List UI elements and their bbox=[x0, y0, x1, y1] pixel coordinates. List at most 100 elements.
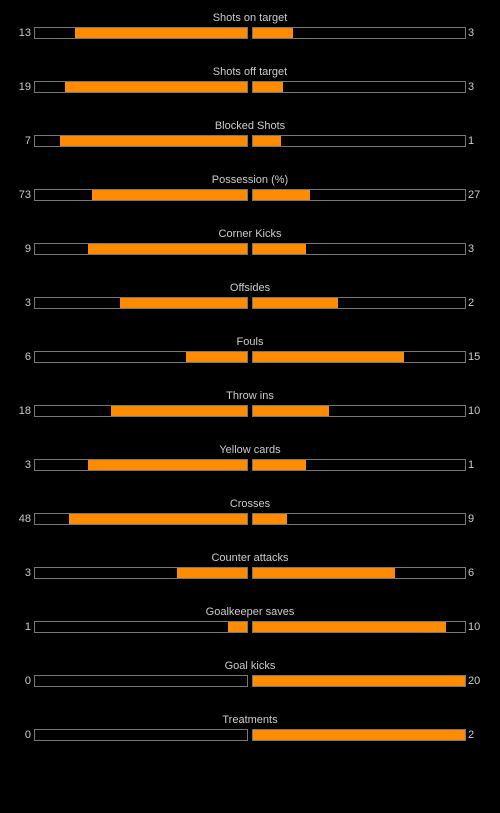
stat-label: Possession (%) bbox=[211, 174, 289, 186]
away-team-value: 27 bbox=[468, 189, 481, 201]
away-team-bar-fill bbox=[253, 352, 404, 362]
away-team-bar bbox=[252, 567, 466, 579]
home-team-value: 6 bbox=[24, 351, 31, 363]
away-team-value: 15 bbox=[468, 351, 481, 363]
home-team-value: 3 bbox=[24, 459, 31, 471]
stat-row: Fouls 6 15 bbox=[0, 335, 500, 389]
away-team-value: 1 bbox=[468, 135, 475, 147]
away-team-value: 10 bbox=[468, 621, 481, 633]
away-team-value: 2 bbox=[468, 297, 475, 309]
match-stats-list: Shots on target 13 3 Shots off target 19… bbox=[0, 11, 500, 767]
away-team-value: 3 bbox=[468, 243, 475, 255]
stat-row: Possession (%) 73 27 bbox=[0, 173, 500, 227]
away-team-bar bbox=[252, 243, 466, 255]
home-team-bar bbox=[34, 81, 248, 93]
stat-label: Fouls bbox=[236, 336, 264, 348]
home-team-bar bbox=[34, 459, 248, 471]
stat-row: Treatments 0 2 bbox=[0, 713, 500, 767]
away-team-value: 2 bbox=[468, 729, 475, 741]
home-team-value: 48 bbox=[18, 513, 31, 525]
stat-row: Offsides 3 2 bbox=[0, 281, 500, 335]
home-team-bar-fill bbox=[64, 82, 247, 92]
stat-row: Blocked Shots 7 1 bbox=[0, 119, 500, 173]
home-team-bar bbox=[34, 621, 248, 633]
home-team-value: 9 bbox=[24, 243, 31, 255]
stat-label: Yellow cards bbox=[219, 444, 281, 456]
home-team-value: 0 bbox=[24, 729, 31, 741]
home-team-bar-fill bbox=[88, 244, 247, 254]
away-team-bar-fill bbox=[253, 676, 465, 686]
home-team-bar bbox=[34, 189, 248, 201]
stat-row: Shots on target 13 3 bbox=[0, 11, 500, 65]
away-team-bar bbox=[252, 675, 466, 687]
away-team-bar-fill bbox=[253, 136, 281, 146]
home-team-bar-fill bbox=[75, 28, 247, 38]
home-team-bar bbox=[34, 135, 248, 147]
stat-label: Goal kicks bbox=[224, 660, 276, 672]
home-team-bar bbox=[34, 243, 248, 255]
away-team-bar bbox=[252, 189, 466, 201]
home-team-bar bbox=[34, 675, 248, 687]
home-team-bar-fill bbox=[177, 568, 247, 578]
away-team-bar-fill bbox=[253, 514, 287, 524]
stat-row: Yellow cards 3 1 bbox=[0, 443, 500, 497]
away-team-bar-fill bbox=[253, 190, 311, 200]
away-team-value: 9 bbox=[468, 513, 475, 525]
away-team-bar bbox=[252, 135, 466, 147]
home-team-bar-fill bbox=[227, 622, 247, 632]
stat-row: Goalkeeper saves 1 10 bbox=[0, 605, 500, 659]
home-team-value: 3 bbox=[24, 567, 31, 579]
away-team-bar bbox=[252, 297, 466, 309]
home-team-bar-fill bbox=[185, 352, 247, 362]
stat-label: Shots off target bbox=[212, 66, 288, 78]
home-team-bar bbox=[34, 297, 248, 309]
home-team-bar-fill bbox=[68, 514, 247, 524]
away-team-bar bbox=[252, 621, 466, 633]
away-team-bar bbox=[252, 459, 466, 471]
away-team-bar-fill bbox=[253, 28, 294, 38]
stat-row: Counter attacks 3 6 bbox=[0, 551, 500, 605]
home-team-bar-fill bbox=[111, 406, 247, 416]
away-team-bar-fill bbox=[253, 82, 283, 92]
stat-label: Throw ins bbox=[226, 390, 274, 402]
away-team-bar bbox=[252, 405, 466, 417]
stat-label: Offsides bbox=[229, 282, 271, 294]
home-team-value: 19 bbox=[18, 81, 31, 93]
away-team-bar-fill bbox=[253, 730, 465, 740]
stat-label: Corner Kicks bbox=[218, 228, 282, 240]
home-team-bar-fill bbox=[92, 190, 247, 200]
home-team-bar bbox=[34, 567, 248, 579]
away-team-bar-fill bbox=[253, 244, 306, 254]
home-team-value: 0 bbox=[24, 675, 31, 687]
away-team-bar bbox=[252, 81, 466, 93]
away-team-bar-fill bbox=[253, 568, 396, 578]
away-team-value: 3 bbox=[468, 81, 475, 93]
stat-row: Throw ins 18 10 bbox=[0, 389, 500, 443]
home-team-bar-fill bbox=[119, 298, 247, 308]
away-team-value: 3 bbox=[468, 27, 475, 39]
stat-label: Treatments bbox=[222, 714, 278, 726]
stat-row: Corner Kicks 9 3 bbox=[0, 227, 500, 281]
stat-label: Counter attacks bbox=[211, 552, 289, 564]
home-team-bar bbox=[34, 351, 248, 363]
home-team-value: 73 bbox=[18, 189, 31, 201]
away-team-value: 10 bbox=[468, 405, 481, 417]
home-team-value: 18 bbox=[18, 405, 31, 417]
stat-label: Shots on target bbox=[212, 12, 288, 24]
home-team-value: 13 bbox=[18, 27, 31, 39]
away-team-bar-fill bbox=[253, 298, 338, 308]
home-team-value: 1 bbox=[24, 621, 31, 633]
away-team-bar bbox=[252, 351, 466, 363]
away-team-bar bbox=[252, 27, 466, 39]
stat-label: Blocked Shots bbox=[214, 120, 286, 132]
away-team-bar-fill bbox=[253, 622, 446, 632]
away-team-bar-fill bbox=[253, 406, 330, 416]
home-team-bar bbox=[34, 405, 248, 417]
stat-row: Goal kicks 0 20 bbox=[0, 659, 500, 713]
home-team-value: 7 bbox=[24, 135, 31, 147]
stat-label: Goalkeeper saves bbox=[205, 606, 295, 618]
home-team-bar bbox=[34, 27, 248, 39]
home-team-value: 3 bbox=[24, 297, 31, 309]
home-team-bar bbox=[34, 513, 248, 525]
away-team-bar bbox=[252, 513, 466, 525]
